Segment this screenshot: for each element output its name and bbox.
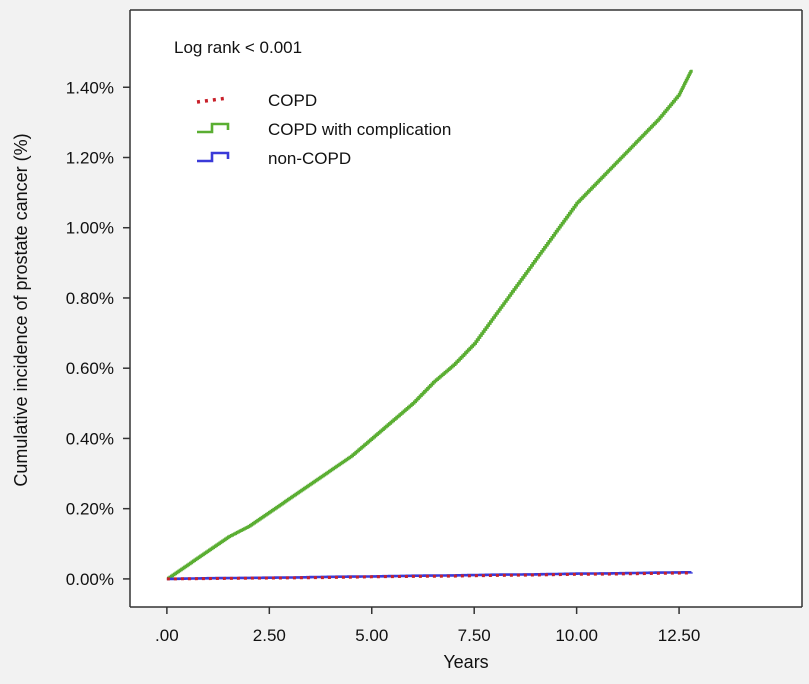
x-tick-label: 5.00	[355, 626, 388, 645]
legend-item-copd: COPD	[196, 91, 317, 110]
legend-swatch	[197, 122, 230, 134]
legend-swatch	[196, 96, 229, 104]
legend-swatch	[197, 151, 230, 163]
x-tick-label: .00	[155, 626, 179, 645]
y-tick-label: 1.40%	[66, 78, 114, 97]
y-axis-title: Cumulative incidence of prostate cancer …	[11, 133, 31, 486]
x-tick-label: 12.50	[658, 626, 701, 645]
y-tick-label: 1.00%	[66, 219, 114, 238]
y-tick-label: 0.80%	[66, 289, 114, 308]
y-tick-label: 0.60%	[66, 359, 114, 378]
x-tick-label: 7.50	[458, 626, 491, 645]
annotation-log-rank: Log rank < 0.001	[174, 38, 302, 57]
y-tick-label: 1.20%	[66, 148, 114, 167]
ticks-layer: .00 2.50 5.00 7.50 10.00 12.50 0.00% 0.20% 0.40%…	[66, 78, 701, 645]
axes-layer	[129, 9, 803, 608]
x-tick-label: 2.50	[253, 626, 286, 645]
series-line-copd-with-complication	[166, 69, 693, 581]
series-layer	[166, 69, 693, 581]
x-tick-label: 10.00	[555, 626, 598, 645]
legend-item-copd-with-complication: COPD with complication	[197, 120, 451, 139]
y-tick-label: 0.40%	[66, 429, 114, 448]
legend-item-non-copd: non-COPD	[197, 149, 351, 168]
y-tick-label: 0.20%	[66, 500, 114, 519]
legend-label: COPD with complication	[268, 120, 451, 139]
plot-area	[130, 10, 802, 607]
x-axis-title: Years	[443, 652, 488, 672]
legend-label: COPD	[268, 91, 317, 110]
series-line-copd	[166, 571, 692, 581]
legend: COPD COPD with complication non-COPD	[196, 91, 451, 168]
legend-label: non-COPD	[268, 149, 351, 168]
y-tick-label: 0.00%	[66, 570, 114, 589]
